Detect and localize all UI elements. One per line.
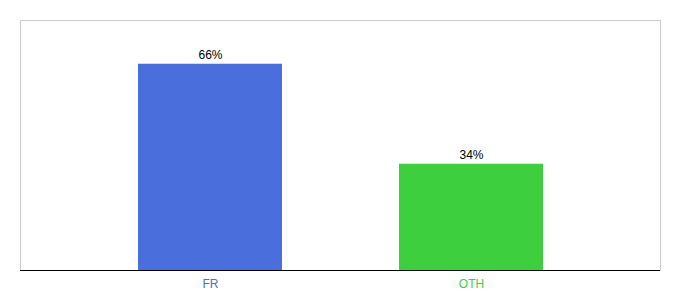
svg-text:OTH: OTH (459, 277, 484, 291)
svg-text:34%: 34% (459, 148, 483, 162)
svg-text:FR: FR (203, 277, 219, 291)
svg-text:66%: 66% (198, 48, 222, 62)
